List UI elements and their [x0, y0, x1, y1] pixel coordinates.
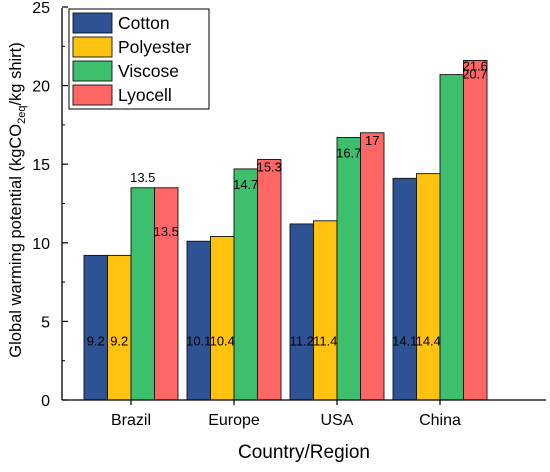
x-tick-label-usa: USA: [321, 412, 354, 429]
data-label-china-cotton: 14.1: [392, 333, 417, 348]
bar-china-cotton: [392, 177, 417, 401]
bar-brazil-viscose: [130, 187, 155, 401]
legend-swatch-cotton: [72, 12, 113, 34]
y-tick-label-15: 15: [32, 157, 50, 174]
data-label-brazil-lyocell: 13.5: [154, 224, 179, 239]
bar-brazil-polyester: [107, 254, 132, 401]
data-label-usa-lyocell: 17: [365, 133, 379, 148]
bar-usa-lyocell: [360, 132, 385, 401]
bar-usa-cotton: [289, 223, 314, 401]
legend-label-lyocell: Lyocell: [118, 85, 172, 105]
data-label-usa-cotton: 11.2: [290, 333, 314, 348]
data-label-europe-polyester: 10.4: [210, 333, 235, 348]
x-axis-title: Country/Region: [238, 442, 370, 463]
x-tick-label-europe: Europe: [208, 412, 260, 429]
legend-label-viscose: Viscose: [118, 61, 179, 81]
y-axis-title: Global warming potential (kgCO2eq/kg shi…: [7, 42, 28, 357]
legend-swatch-polyester: [72, 36, 113, 58]
data-label-europe-lyocell: 15.3: [257, 159, 282, 174]
bars-group: [83, 59, 488, 401]
y-tick-label-25: 25: [32, 0, 50, 17]
y-tick-label-20: 20: [32, 79, 50, 96]
data-label-brazil-viscose: 13.5: [130, 170, 155, 185]
data-label-usa-polyester: 11.4: [313, 333, 337, 348]
data-label-china-lyocell: 21.6: [463, 58, 488, 73]
y-tick-label-5: 5: [41, 314, 50, 331]
bar-europe-lyocell: [257, 159, 282, 401]
data-label-europe-viscose: 14.7: [233, 177, 258, 192]
bar-usa-polyester: [313, 220, 338, 401]
data-label-brazil-polyester: 9.2: [110, 333, 128, 348]
bar-europe-viscose: [233, 168, 258, 401]
legend-swatch-viscose: [72, 60, 113, 82]
data-labels-group: 9.2 9.2 13.5 13.5 10.110.4 14.7 15.3 11.2 11.4 16…: [87, 58, 488, 348]
bar-brazil-lyocell: [154, 187, 179, 401]
data-label-europe-cotton: 10.1: [186, 333, 211, 348]
legend-label-cotton: Cotton: [118, 13, 170, 33]
bar-europe-polyester: [210, 236, 235, 401]
data-label-china-viscose: 20.7: [462, 66, 487, 81]
bar-china-viscose: [439, 74, 464, 401]
x-ticks-group: Brazil Europe USA China: [111, 400, 461, 429]
legend-label-polyester: Polyester: [118, 37, 191, 57]
x-tick-label-china: China: [419, 412, 461, 429]
y-axis-title-subscript: 2eq: [16, 106, 28, 124]
y-ticks-group: 0 5 10 15 20 25: [32, 0, 68, 410]
bar-china-lyocell: [463, 59, 488, 401]
bar-china-polyester: [416, 173, 441, 401]
legend-swatch-lyocell: [72, 84, 113, 106]
data-label-usa-viscose: 16.7: [336, 145, 361, 160]
bar-usa-viscose: [336, 137, 361, 401]
legend: Cotton Polyester Viscose Lyocell: [68, 8, 210, 110]
bar-europe-cotton: [186, 240, 211, 401]
y-tick-label-10: 10: [32, 236, 50, 253]
y-axis-title-tail: /kg shirt): [7, 42, 25, 105]
x-tick-label-brazil: Brazil: [111, 412, 151, 429]
y-axis-title-main: Global warming potential (kgCO: [7, 124, 25, 358]
data-label-china-polyester: 14.4: [416, 333, 441, 348]
bar-brazil-cotton: [83, 254, 108, 401]
y-tick-label-0: 0: [41, 393, 50, 410]
data-label-brazil-cotton: 9.2: [87, 333, 105, 348]
